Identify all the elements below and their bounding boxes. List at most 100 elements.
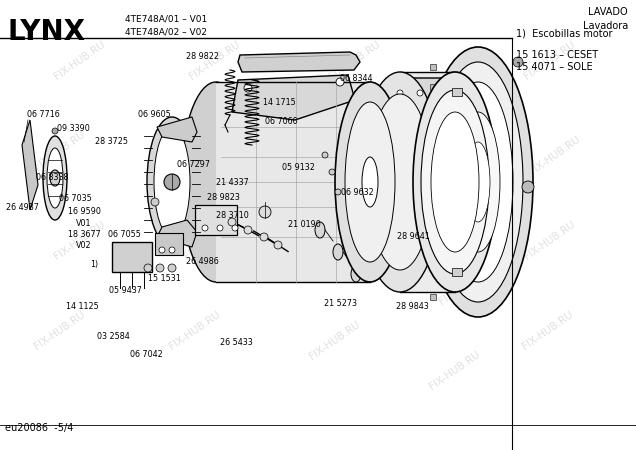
Text: 06 7035: 06 7035 [59, 194, 92, 203]
Text: 21 0190: 21 0190 [287, 220, 321, 229]
Bar [430, 294, 436, 300]
Text: FIX-HUB.RU: FIX-HUB.RU [523, 219, 577, 261]
Bar [430, 144, 436, 150]
Ellipse shape [456, 112, 500, 252]
Text: FIX-HUB.RU: FIX-HUB.RU [328, 39, 382, 81]
Ellipse shape [431, 112, 479, 252]
Text: 21 4337: 21 4337 [216, 178, 249, 187]
Ellipse shape [315, 222, 325, 238]
Ellipse shape [513, 57, 523, 67]
Bar [452, 238, 462, 246]
Ellipse shape [156, 264, 164, 272]
Ellipse shape [522, 181, 534, 193]
Text: FIX-HUB.RU: FIX-HUB.RU [168, 129, 223, 171]
Text: 28 3710: 28 3710 [216, 211, 249, 220]
Text: FIX-HUB.RU: FIX-HUB.RU [168, 309, 223, 351]
Text: FIX-HUB.RU: FIX-HUB.RU [32, 129, 87, 171]
Ellipse shape [466, 142, 490, 222]
Ellipse shape [322, 152, 328, 158]
Ellipse shape [52, 128, 58, 134]
Ellipse shape [335, 82, 405, 282]
Ellipse shape [181, 82, 251, 282]
Ellipse shape [169, 247, 175, 253]
Ellipse shape [47, 148, 63, 208]
Ellipse shape [345, 102, 395, 262]
Ellipse shape [413, 72, 497, 292]
Bar [112, 242, 152, 272]
Text: FIX-HUB.RU: FIX-HUB.RU [428, 169, 482, 211]
Text: 06 7060: 06 7060 [265, 117, 298, 126]
Ellipse shape [333, 244, 343, 260]
Text: 1): 1) [90, 260, 98, 269]
Polygon shape [388, 78, 472, 108]
Text: 06 7055: 06 7055 [107, 230, 141, 239]
Bar [430, 64, 436, 70]
Bar [452, 208, 462, 216]
Ellipse shape [43, 136, 67, 220]
Text: FIX-HUB.RU: FIX-HUB.RU [53, 39, 107, 81]
Bar [430, 234, 436, 240]
Bar [430, 204, 436, 210]
Text: 06 7297: 06 7297 [177, 160, 211, 169]
Ellipse shape [421, 90, 489, 274]
Text: 28 9843: 28 9843 [396, 302, 429, 311]
Text: 26 5433: 26 5433 [220, 338, 253, 347]
Ellipse shape [159, 247, 165, 253]
Text: 09 3390: 09 3390 [57, 124, 90, 133]
Ellipse shape [397, 90, 403, 96]
Ellipse shape [244, 226, 252, 234]
Text: 14 1715: 14 1715 [263, 98, 296, 107]
Bar [430, 114, 436, 120]
Polygon shape [238, 52, 360, 72]
Bar [452, 178, 462, 186]
Text: FIX-HUB.RU: FIX-HUB.RU [318, 229, 372, 271]
Bar [452, 118, 462, 126]
Ellipse shape [164, 174, 180, 190]
Ellipse shape [329, 169, 335, 175]
Text: FIX-HUB.RU: FIX-HUB.RU [293, 129, 347, 171]
Bar [155, 233, 183, 255]
Text: 26 4986: 26 4986 [186, 257, 219, 266]
Ellipse shape [154, 127, 190, 237]
Polygon shape [380, 142, 395, 160]
Bar [195, 205, 237, 235]
Text: 28 9641: 28 9641 [397, 232, 430, 241]
Ellipse shape [455, 90, 461, 96]
Ellipse shape [274, 241, 282, 249]
Bar [430, 264, 436, 270]
Ellipse shape [368, 94, 432, 270]
Text: 15 1531: 15 1531 [148, 274, 181, 283]
Ellipse shape [259, 206, 271, 218]
Text: LYNX: LYNX [8, 18, 86, 46]
Text: 06 9632: 06 9632 [341, 188, 374, 197]
Text: 06 9605: 06 9605 [138, 110, 171, 119]
Text: 06 8338: 06 8338 [36, 173, 69, 182]
Text: 28 9823: 28 9823 [207, 193, 240, 202]
Text: 26 4987: 26 4987 [6, 203, 39, 212]
Text: 28 9822: 28 9822 [186, 52, 219, 61]
Text: FIX-HUB.RU: FIX-HUB.RU [443, 74, 497, 116]
Text: FIX-HUB.RU: FIX-HUB.RU [188, 39, 242, 81]
Bar [400, 72, 455, 292]
Ellipse shape [228, 218, 236, 226]
Text: 21 5273: 21 5273 [324, 299, 357, 308]
Text: FIX-HUB.RU: FIX-HUB.RU [308, 319, 363, 361]
Text: FIX-HUB.RU: FIX-HUB.RU [528, 134, 583, 176]
Bar [452, 88, 462, 96]
Ellipse shape [232, 225, 238, 231]
Ellipse shape [335, 189, 341, 195]
Ellipse shape [362, 157, 378, 207]
Ellipse shape [151, 198, 159, 206]
Ellipse shape [244, 84, 252, 92]
Ellipse shape [50, 170, 60, 186]
Text: 15 1613 – CESET: 15 1613 – CESET [516, 50, 598, 60]
Text: FIX-HUB.RU: FIX-HUB.RU [438, 264, 492, 306]
Text: 06 7042: 06 7042 [130, 350, 163, 359]
Bar [430, 84, 436, 90]
Text: 03 2584: 03 2584 [97, 332, 130, 341]
Bar [216, 82, 371, 282]
Ellipse shape [351, 266, 361, 282]
Ellipse shape [260, 233, 268, 241]
Text: 4TE748A/01 – V01
4TE748A/02 – V02: 4TE748A/01 – V01 4TE748A/02 – V02 [125, 15, 207, 36]
Text: FIX-HUB.RU: FIX-HUB.RU [428, 349, 482, 391]
